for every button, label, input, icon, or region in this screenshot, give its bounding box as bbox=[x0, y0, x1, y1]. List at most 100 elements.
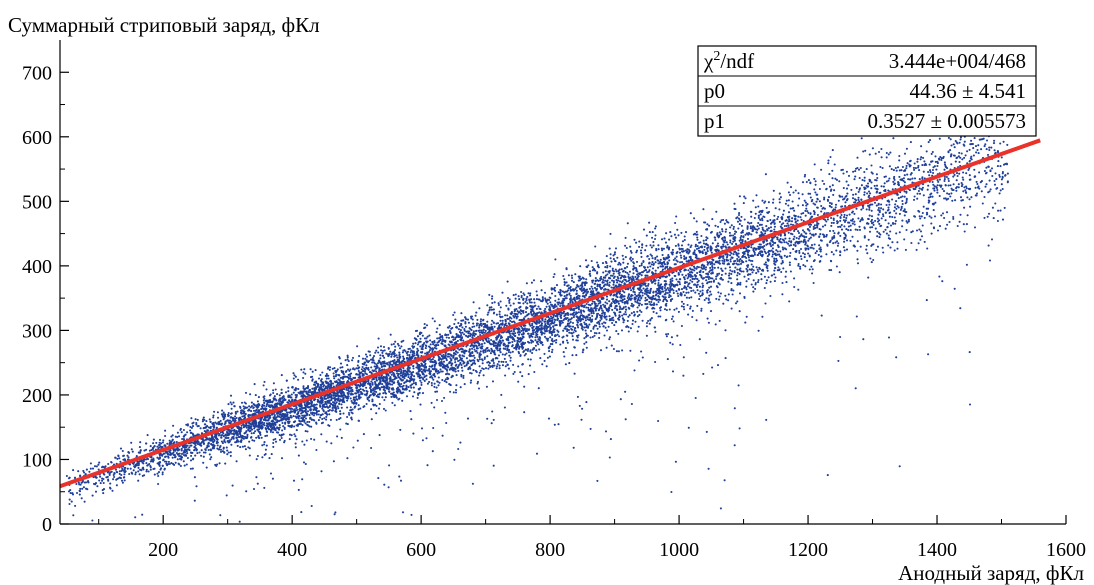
scatter-point bbox=[328, 424, 331, 427]
scatter-point bbox=[421, 372, 424, 375]
scatter-point bbox=[433, 340, 436, 343]
scatter-point bbox=[746, 225, 749, 228]
scatter-point bbox=[788, 254, 791, 258]
scatter-point bbox=[309, 408, 312, 411]
scatter-point bbox=[544, 307, 547, 310]
scatter-point bbox=[980, 148, 983, 151]
scatter-point bbox=[148, 463, 151, 466]
scatter-point bbox=[153, 445, 156, 448]
scatter-point bbox=[990, 146, 993, 149]
scatter-point bbox=[783, 224, 786, 228]
scatter-point bbox=[737, 227, 740, 230]
scatter-point bbox=[887, 244, 890, 247]
scatter-point bbox=[901, 219, 904, 222]
scatter-point bbox=[238, 436, 241, 439]
scatter-point bbox=[469, 381, 472, 384]
scatter-point bbox=[631, 275, 634, 278]
scatter-point bbox=[709, 310, 713, 313]
scatter-point bbox=[722, 243, 725, 246]
scatter-point bbox=[591, 335, 594, 339]
scatter-point bbox=[617, 302, 620, 305]
scatter-point bbox=[634, 275, 637, 278]
scatter-point bbox=[976, 182, 979, 186]
scatter-point bbox=[645, 293, 648, 296]
scatter-point bbox=[357, 408, 360, 411]
scatter-point bbox=[943, 179, 946, 183]
scatter-point bbox=[69, 492, 72, 495]
scatter-point bbox=[663, 286, 666, 290]
scatter-point bbox=[372, 355, 376, 358]
scatter-point bbox=[600, 275, 603, 278]
scatter-point bbox=[740, 235, 743, 238]
scatter-point bbox=[499, 315, 502, 318]
scatter-point bbox=[219, 514, 222, 517]
scatter-point bbox=[689, 279, 692, 282]
scatter-point bbox=[638, 309, 642, 312]
scatter-point bbox=[188, 446, 191, 449]
scatter-point bbox=[235, 437, 238, 440]
scatter-point bbox=[866, 192, 869, 195]
scatter-point bbox=[983, 216, 986, 219]
scatter-point bbox=[825, 253, 828, 256]
scatter-point bbox=[264, 427, 267, 430]
scatter-point bbox=[137, 466, 140, 469]
scatter-point bbox=[453, 322, 456, 326]
scatter-point bbox=[870, 209, 873, 212]
scatter-point bbox=[764, 232, 767, 235]
scatter-point bbox=[749, 273, 752, 276]
scatter-point bbox=[236, 444, 239, 447]
scatter-point bbox=[265, 388, 268, 391]
scatter-point bbox=[626, 262, 629, 265]
scatter-point bbox=[785, 224, 788, 228]
scatter-point bbox=[164, 434, 167, 438]
scatter-point bbox=[566, 289, 570, 292]
scatter-point bbox=[622, 321, 625, 324]
scatter-point bbox=[564, 347, 567, 350]
scatter-point bbox=[518, 352, 521, 355]
scatter-point bbox=[547, 323, 550, 326]
scatter-point bbox=[706, 237, 709, 240]
scatter-point bbox=[722, 302, 725, 305]
scatter-point bbox=[555, 324, 558, 327]
scatter-point bbox=[827, 196, 830, 199]
scatter-point bbox=[585, 302, 588, 306]
scatter-point bbox=[820, 314, 823, 317]
scatter-point bbox=[429, 376, 432, 379]
scatter-point bbox=[111, 489, 114, 492]
scatter-point bbox=[637, 325, 640, 328]
scatter-point bbox=[887, 234, 890, 237]
scatter-point bbox=[931, 168, 934, 172]
scatter-point bbox=[492, 312, 495, 315]
scatter-point bbox=[585, 278, 588, 281]
scatter-point bbox=[624, 276, 627, 279]
scatter-point bbox=[664, 284, 667, 287]
scatter-point bbox=[441, 370, 444, 373]
scatter-point bbox=[523, 385, 526, 388]
scatter-point bbox=[585, 265, 588, 268]
scatter-point bbox=[498, 325, 501, 328]
scatter-point bbox=[512, 363, 515, 366]
scatter-point bbox=[280, 388, 283, 391]
scatter-point bbox=[932, 209, 935, 212]
scatter-point bbox=[724, 357, 727, 360]
scatter-point bbox=[738, 239, 741, 242]
scatter-point bbox=[955, 141, 958, 144]
scatter-point bbox=[921, 211, 924, 215]
scatter-point bbox=[728, 266, 732, 269]
scatter-point bbox=[876, 217, 879, 220]
scatter-point bbox=[943, 168, 946, 171]
scatter-point bbox=[859, 220, 862, 223]
scatter-point bbox=[651, 267, 655, 270]
scatter-point bbox=[896, 241, 899, 244]
scatter-point bbox=[989, 170, 992, 173]
scatter-point bbox=[517, 301, 520, 304]
scatter-point bbox=[816, 198, 819, 201]
scatter-point bbox=[952, 175, 955, 178]
scatter-point bbox=[134, 471, 137, 474]
scatter-point bbox=[565, 281, 568, 284]
scatter-point bbox=[501, 364, 504, 367]
scatter-point bbox=[685, 260, 688, 263]
scatter-point bbox=[489, 352, 492, 355]
scatter-point bbox=[440, 399, 444, 403]
scatter-point bbox=[918, 187, 921, 190]
